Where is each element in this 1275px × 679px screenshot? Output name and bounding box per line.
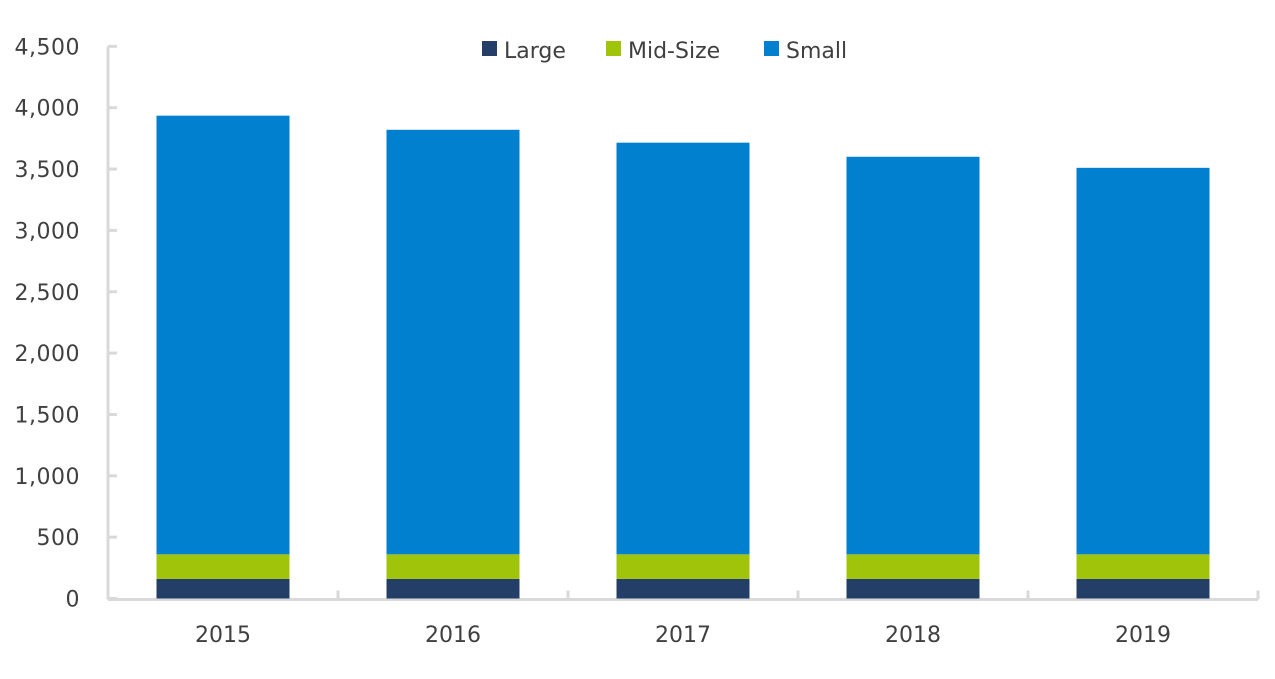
- legend-label-mid-size: Mid-Size: [628, 39, 720, 64]
- legend-label-small: Small: [786, 39, 847, 64]
- legend-swatch-mid-size: [606, 41, 621, 56]
- bar-large-2019: [1076, 578, 1210, 599]
- bar-small-2019: [1076, 167, 1210, 555]
- bar-large-2016: [386, 578, 520, 599]
- y-tick-label: 500: [37, 526, 81, 551]
- x-tick-label: 2018: [885, 623, 941, 648]
- y-tick-label: 3,500: [15, 158, 80, 183]
- bar-small-2016: [386, 129, 520, 555]
- y-tick-label: 3,000: [15, 219, 80, 244]
- y-tick-label: 2,500: [15, 281, 80, 306]
- y-tick-label: 4,000: [15, 97, 80, 122]
- x-tick-label: 2015: [195, 623, 251, 648]
- legend-swatch-large: [482, 41, 497, 56]
- x-tick-label: 2019: [1115, 623, 1171, 648]
- bar-small-2015: [156, 115, 290, 555]
- bar-mid-size-2019: [1076, 554, 1210, 579]
- y-tick-label: 1,000: [15, 465, 80, 490]
- bar-mid-size-2015: [156, 554, 290, 579]
- x-tick-label: 2017: [655, 623, 711, 648]
- bar-large-2015: [156, 578, 290, 599]
- bar-mid-size-2018: [846, 554, 980, 579]
- y-tick-label: 0: [66, 588, 81, 613]
- bar-mid-size-2016: [386, 554, 520, 579]
- x-tick-label: 2016: [425, 623, 481, 648]
- y-tick-label: 1,500: [15, 403, 80, 428]
- y-tick-label: 2,000: [15, 342, 80, 367]
- bar-large-2017: [616, 578, 750, 599]
- legend-label-large: Large: [504, 39, 566, 64]
- bar-small-2018: [846, 156, 980, 555]
- y-tick-label: 4,500: [15, 35, 80, 60]
- bar-mid-size-2017: [616, 554, 750, 579]
- legend-swatch-small: [764, 41, 779, 56]
- bar-large-2018: [846, 578, 980, 599]
- bar-small-2017: [616, 142, 750, 555]
